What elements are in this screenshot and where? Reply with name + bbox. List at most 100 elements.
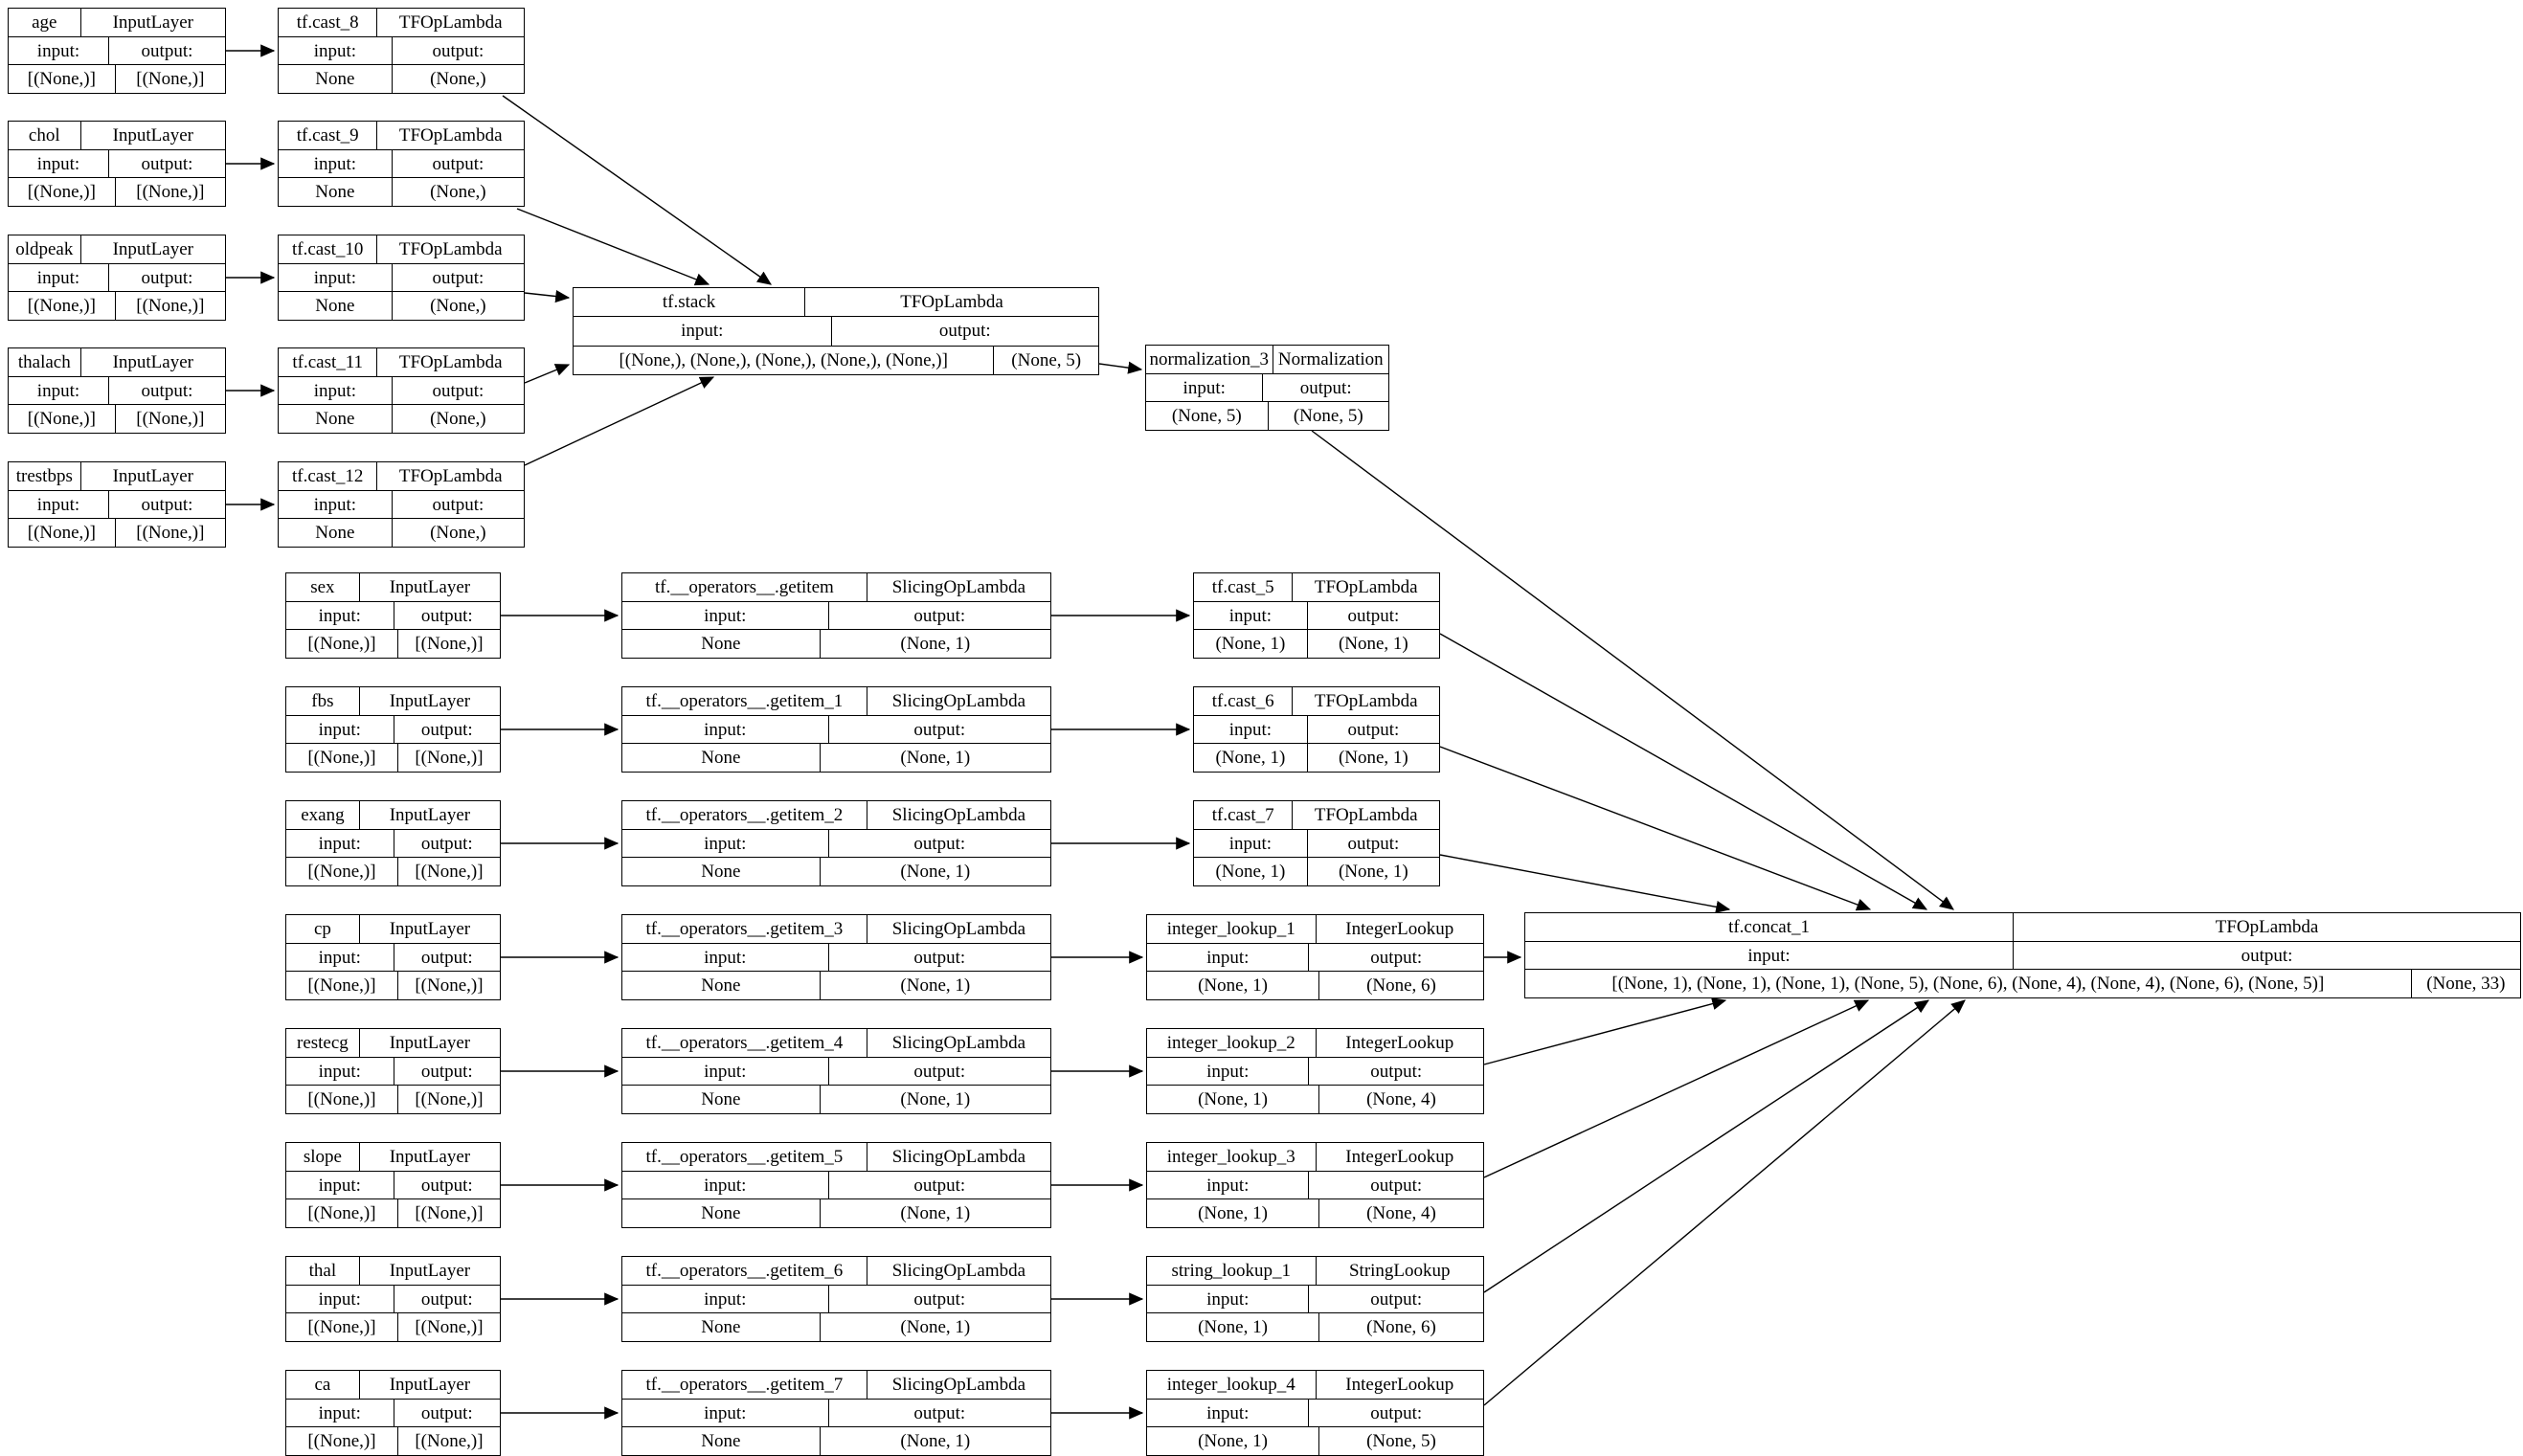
layer-class: TFOpLambda <box>1292 687 1439 715</box>
output-shape: (None,) <box>391 405 524 434</box>
layer-class: Normalization <box>1272 346 1388 373</box>
layer-name: slope <box>303 1146 342 1167</box>
input-shape: [(None,), (None,), (None,), (None,), (No… <box>619 349 948 370</box>
layer-name: integer_lookup_3 <box>1166 1146 1295 1167</box>
output-shape: [(None,)] <box>396 1199 500 1228</box>
layer-name: tf.cast_5 <box>1211 576 1274 597</box>
output-shape: (None, 6) <box>1318 972 1483 1000</box>
input-label: input: <box>1228 605 1273 626</box>
output-label: output: <box>393 715 501 744</box>
output-label: output: <box>393 601 501 630</box>
node-gi0: tf.__operators__.getitem SlicingOpLambda i… <box>621 572 1051 659</box>
layer-name: tf.cast_6 <box>1211 690 1274 711</box>
input-label: input: <box>318 833 361 854</box>
input-shape: None <box>701 1203 741 1224</box>
input-label: input: <box>36 380 80 401</box>
input-shape: [(None,)] <box>307 1203 376 1224</box>
input-label: input: <box>704 1288 747 1310</box>
output-shape: (None,) <box>391 178 524 207</box>
node-cp: cp InputLayer input: output: [(None,)] [(None… <box>285 914 501 1000</box>
node-exang: exang InputLayer input: output: [(None,)] [(N… <box>285 800 501 886</box>
input-label: input: <box>36 267 80 288</box>
layer-class: TFOpLambda <box>376 235 524 263</box>
output-shape: (None,) <box>391 65 524 94</box>
node-ca: ca InputLayer input: output: [(None,)] [(None… <box>285 1370 501 1456</box>
output-label: output: <box>1306 715 1439 744</box>
output-label: output: <box>1306 829 1439 858</box>
input-shape: (None, 1) <box>1215 748 1286 769</box>
layer-name: tf.__operators__.getitem_6 <box>645 1260 844 1281</box>
input-shape: [(None,)] <box>307 1431 376 1452</box>
output-shape: [(None,)] <box>396 858 500 886</box>
layer-name: chol <box>28 124 60 146</box>
node-gi4: tf.__operators__.getitem_4 SlicingOpLambd… <box>621 1028 1051 1114</box>
node-gi7: tf.__operators__.getitem_7 SlicingOpLambd… <box>621 1370 1051 1456</box>
output-label: output: <box>391 149 524 178</box>
output-label: output: <box>827 943 1050 972</box>
input-label: input: <box>318 947 361 968</box>
output-label: output: <box>1308 1399 1483 1427</box>
input-label: input: <box>36 153 80 174</box>
input-label: input: <box>1206 1061 1250 1082</box>
input-label: input: <box>704 719 747 740</box>
edge-cast11-to-stack <box>524 364 571 384</box>
input-shape: None <box>701 748 741 769</box>
output-label: output: <box>2013 941 2520 970</box>
layer-class: TFOpLambda <box>376 122 524 149</box>
layer-name: tf.__operators__.getitem_7 <box>645 1374 844 1395</box>
output-label: output: <box>827 1171 1050 1199</box>
layer-class: StringLookup <box>1315 1257 1484 1285</box>
output-shape: [(None,)] <box>396 744 500 773</box>
layer-class: SlicingOpLambda <box>866 687 1050 715</box>
edge-cast12-to-stack <box>524 376 715 466</box>
layer-class: TFOpLambda <box>1292 573 1439 601</box>
layer-class: InputLayer <box>358 1029 500 1057</box>
node-slope: slope InputLayer input: output: [(None,)] [(N… <box>285 1142 501 1228</box>
node-norm: normalization_3 Normalization input: output… <box>1145 345 1389 431</box>
layer-name: tf.cast_9 <box>296 124 359 146</box>
input-label: input: <box>313 40 357 61</box>
input-shape: None <box>701 975 741 997</box>
node-sex: sex InputLayer input: output: [(None,)] [(Non… <box>285 572 501 659</box>
layer-name: trestbps <box>15 465 73 486</box>
layer-name: tf.concat_1 <box>1728 916 1811 937</box>
edge-cast6-to-concat <box>1439 746 1872 911</box>
input-shape: [(None,)] <box>307 862 376 883</box>
layer-name: thalach <box>17 351 71 372</box>
node-cast7: tf.cast_7 TFOpLambda input: output: (None, 1… <box>1193 800 1440 886</box>
input-shape: (None, 5) <box>1171 406 1242 427</box>
input-label: input: <box>1183 377 1226 398</box>
input-label: input: <box>313 494 357 515</box>
input-label: input: <box>704 1175 747 1196</box>
layer-class: SlicingOpLambda <box>866 1371 1050 1399</box>
output-label: output: <box>107 376 225 405</box>
input-label: input: <box>681 321 724 342</box>
input-label: input: <box>318 1061 361 1082</box>
output-label: output: <box>393 829 501 858</box>
layer-class: InputLayer <box>79 462 225 490</box>
output-label: output: <box>1262 373 1388 402</box>
input-label: input: <box>704 1061 747 1082</box>
output-shape: [(None,)] <box>396 1086 500 1114</box>
output-label: output: <box>1308 1285 1483 1313</box>
layer-name: tf.__operators__.getitem_4 <box>645 1032 844 1053</box>
layer-name: fbs <box>311 690 334 711</box>
node-trestbps: trestbps InputLayer input: output: [(None,)]… <box>8 461 226 548</box>
node-gi2: tf.__operators__.getitem_2 SlicingOpLambd… <box>621 800 1051 886</box>
input-shape: None <box>315 182 355 203</box>
layer-name: tf.__operators__.getitem_5 <box>645 1146 844 1167</box>
layer-class: TFOpLambda <box>376 348 524 376</box>
input-label: input: <box>704 605 747 626</box>
layer-class: SlicingOpLambda <box>866 1143 1050 1171</box>
layer-class: TFOpLambda <box>376 462 524 490</box>
input-shape: [(None,)] <box>307 1089 376 1110</box>
edge-cast10-to-stack <box>524 289 571 303</box>
layer-name: sex <box>310 576 335 597</box>
input-shape: [(None,)] <box>27 69 96 90</box>
layer-class: InputLayer <box>79 9 225 36</box>
input-shape: [(None, 1), (None, 1), (None, 1), (None,… <box>1611 974 2325 995</box>
layer-name: tf.cast_8 <box>296 11 359 33</box>
output-shape: [(None,)] <box>114 65 225 94</box>
layer-class: InputLayer <box>358 915 500 943</box>
output-label: output: <box>827 1285 1050 1313</box>
